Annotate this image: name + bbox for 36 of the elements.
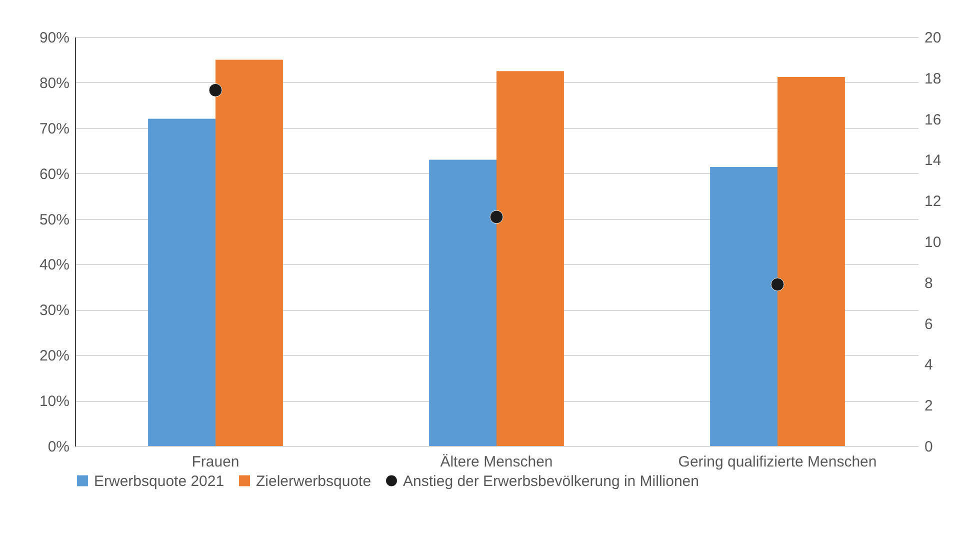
y2-tick-label: 12 — [924, 193, 942, 210]
bar — [216, 60, 283, 446]
bar — [710, 166, 778, 446]
y-tick-label: 30% — [39, 302, 70, 320]
y2-tick-label: 10 — [924, 234, 942, 251]
y-tick-label: 50% — [39, 211, 70, 228]
x-tick-label: Ältere Menschen — [440, 454, 553, 470]
y-tick-label: 0% — [48, 438, 70, 456]
point — [770, 278, 784, 292]
point — [490, 210, 504, 224]
y-tick-label: 60% — [39, 166, 70, 183]
y2-tick-label: 14 — [924, 152, 942, 170]
y-tick-label: 70% — [39, 120, 70, 138]
y2-tick-label: 2 — [924, 398, 933, 415]
legend-label: Zielerwerbsquote — [256, 472, 372, 490]
y-tick-label: 80% — [39, 74, 70, 92]
y2-tick-label: 4 — [924, 356, 933, 374]
point — [208, 83, 222, 97]
y2-tick-label: 16 — [924, 111, 942, 128]
y2-tick-label: 6 — [924, 316, 933, 333]
x-tick-label: Gering qualifizierte Menschen — [678, 454, 877, 470]
bar — [429, 160, 496, 446]
x-tick-label: Frauen — [192, 454, 240, 470]
bar — [496, 71, 564, 446]
y-tick-label: 40% — [39, 256, 70, 274]
y2-tick-label: 0 — [924, 438, 933, 456]
y2-tick-label: 20 — [924, 30, 942, 46]
legend-label: Anstieg der Erwerbsbevölkerung in Millionen — [403, 472, 699, 490]
bar — [148, 118, 216, 446]
y2-tick-label: 18 — [924, 70, 942, 88]
bar — [778, 76, 845, 446]
legend-label: Erwerbsquote 2021 — [94, 472, 224, 490]
y-tick-label: 10% — [39, 393, 70, 410]
y2-tick-label: 8 — [924, 274, 933, 292]
y-tick-label: 90% — [39, 30, 70, 46]
y-tick-label: 20% — [39, 348, 70, 365]
